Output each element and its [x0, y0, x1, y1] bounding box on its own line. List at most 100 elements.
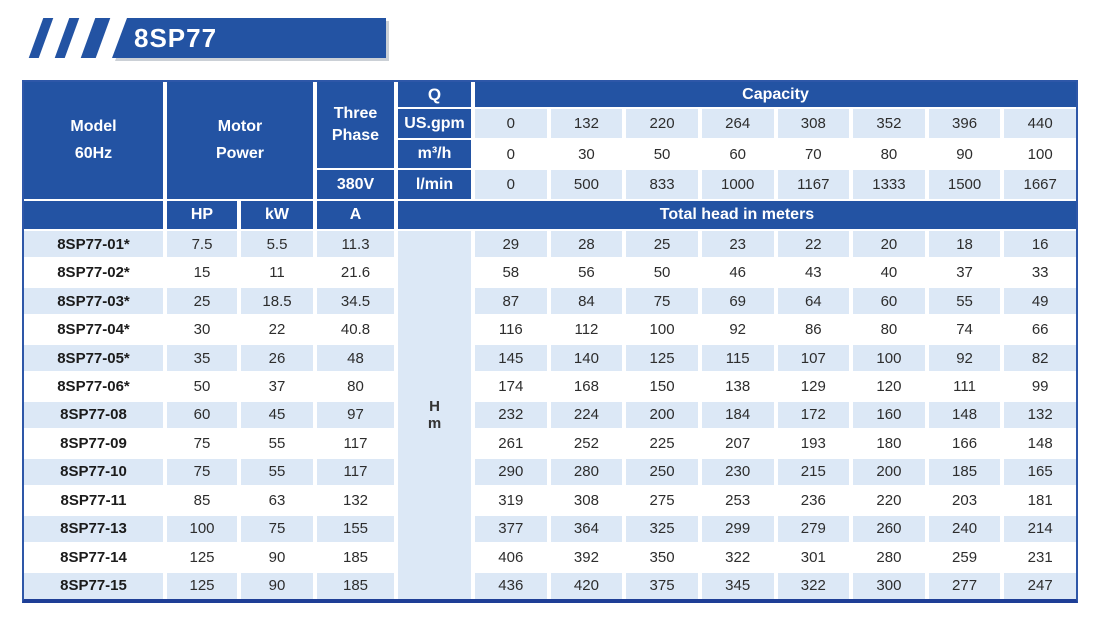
head-value-cell: 420	[550, 572, 623, 599]
series-title: 8SP77	[134, 22, 218, 53]
amp-value-cell: 21.6	[317, 259, 394, 286]
hp-header: HP	[167, 201, 237, 229]
kw-header: kW	[241, 201, 313, 229]
head-value-cell: 148	[1004, 430, 1076, 457]
head-value-cell: 99	[1004, 373, 1076, 400]
head-value-cell: 87	[475, 287, 547, 315]
head-value-cell: 290	[475, 458, 547, 486]
kw-value-cell: 45	[241, 401, 313, 429]
banner-stripe-icon	[28, 18, 54, 58]
model-cell: 8SP77-02*	[24, 259, 163, 286]
hp-value-cell: 35	[167, 344, 237, 372]
q-header: Q	[398, 82, 471, 107]
capacity-value-cell: 1667	[1004, 170, 1076, 199]
head-value-cell: 240	[928, 515, 1001, 543]
head-unit-cell: H m	[398, 231, 471, 599]
head-value-cell: 181	[1004, 487, 1076, 514]
model-cell: 8SP77-09	[24, 430, 163, 457]
blank-header-cell	[24, 201, 163, 229]
head-value-cell: 203	[928, 487, 1001, 514]
capacity-value-cell: 1333	[853, 170, 925, 199]
amp-value-cell: 11.3	[317, 231, 394, 258]
head-value-cell: 112	[550, 316, 623, 343]
voltage-header: 380V	[317, 170, 394, 199]
amp-value-cell: 117	[317, 430, 394, 457]
head-value-cell: 80	[853, 316, 925, 343]
head-value-cell: 280	[550, 458, 623, 486]
amp-value-cell: 40.8	[317, 316, 394, 343]
hp-value-cell: 85	[167, 487, 237, 514]
three-phase-line1: Three	[333, 105, 378, 123]
capacity-value-cell: 1167	[777, 170, 850, 199]
head-value-cell: 184	[701, 401, 774, 429]
head-value-cell: 261	[475, 430, 547, 457]
head-value-cell: 138	[701, 373, 774, 400]
kw-value-cell: 90	[241, 572, 313, 599]
capacity-value-cell: 264	[701, 109, 774, 138]
kw-value-cell: 55	[241, 430, 313, 457]
kw-value-cell: 90	[241, 544, 313, 571]
head-value-cell: 180	[853, 430, 925, 457]
head-value-cell: 46	[701, 259, 774, 286]
amp-value-cell: 132	[317, 487, 394, 514]
head-value-cell: 253	[701, 487, 774, 514]
head-value-cell: 220	[853, 487, 925, 514]
motor-header-line1: Motor	[217, 117, 263, 135]
model-cell: 8SP77-03*	[24, 287, 163, 315]
three-phase-line2: Phase	[331, 126, 380, 144]
capacity-value-cell: 308	[777, 109, 850, 138]
flow-unit-cell: m³/h	[398, 140, 471, 168]
motor-power-header: Motor Power	[167, 82, 313, 199]
amp-value-cell: 155	[317, 515, 394, 543]
kw-value-cell: 63	[241, 487, 313, 514]
head-value-cell: 86	[777, 316, 850, 343]
amp-value-cell: 117	[317, 458, 394, 486]
head-value-cell: 200	[626, 401, 698, 429]
head-value-cell: 100	[626, 316, 698, 343]
head-value-cell: 20	[853, 231, 925, 258]
head-value-cell: 325	[626, 515, 698, 543]
capacity-value-cell: 30	[550, 140, 623, 168]
head-value-cell: 436	[475, 572, 547, 599]
head-value-cell: 300	[853, 572, 925, 599]
head-value-cell: 145	[475, 344, 547, 372]
hp-value-cell: 50	[167, 373, 237, 400]
kw-value-cell: 26	[241, 344, 313, 372]
head-value-cell: 280	[853, 544, 925, 571]
head-value-cell: 207	[701, 430, 774, 457]
head-value-cell: 275	[626, 487, 698, 514]
head-value-cell: 18	[928, 231, 1001, 258]
model-cell: 8SP77-11	[24, 487, 163, 514]
head-value-cell: 392	[550, 544, 623, 571]
head-value-cell: 172	[777, 401, 850, 429]
amp-value-cell: 80	[317, 373, 394, 400]
capacity-value-cell: 500	[550, 170, 623, 199]
hp-value-cell: 75	[167, 458, 237, 486]
head-value-cell: 252	[550, 430, 623, 457]
head-value-cell: 75	[626, 287, 698, 315]
head-value-cell: 214	[1004, 515, 1076, 543]
model-header-line1: Model	[70, 117, 117, 135]
head-value-cell: 22	[777, 231, 850, 258]
head-value-cell: 92	[928, 344, 1001, 372]
total-head-header: Total head in meters	[398, 201, 1076, 229]
head-value-cell: 66	[1004, 316, 1076, 343]
model-cell: 8SP77-06*	[24, 373, 163, 400]
head-value-cell: 168	[550, 373, 623, 400]
model-cell: 8SP77-04*	[24, 316, 163, 343]
head-unit-m: m	[427, 414, 442, 432]
capacity-value-cell: 100	[1004, 140, 1076, 168]
capacity-value-cell: 90	[928, 140, 1001, 168]
amp-value-cell: 185	[317, 572, 394, 599]
head-value-cell: 111	[928, 373, 1001, 400]
kw-value-cell: 18.5	[241, 287, 313, 315]
series-banner: 8SP77	[28, 18, 389, 61]
head-value-cell: 350	[626, 544, 698, 571]
head-value-cell: 56	[550, 259, 623, 286]
capacity-value-cell: 80	[853, 140, 925, 168]
head-value-cell: 299	[701, 515, 774, 543]
head-value-cell: 82	[1004, 344, 1076, 372]
head-value-cell: 50	[626, 259, 698, 286]
hp-value-cell: 125	[167, 544, 237, 571]
capacity-value-cell: 0	[475, 140, 547, 168]
